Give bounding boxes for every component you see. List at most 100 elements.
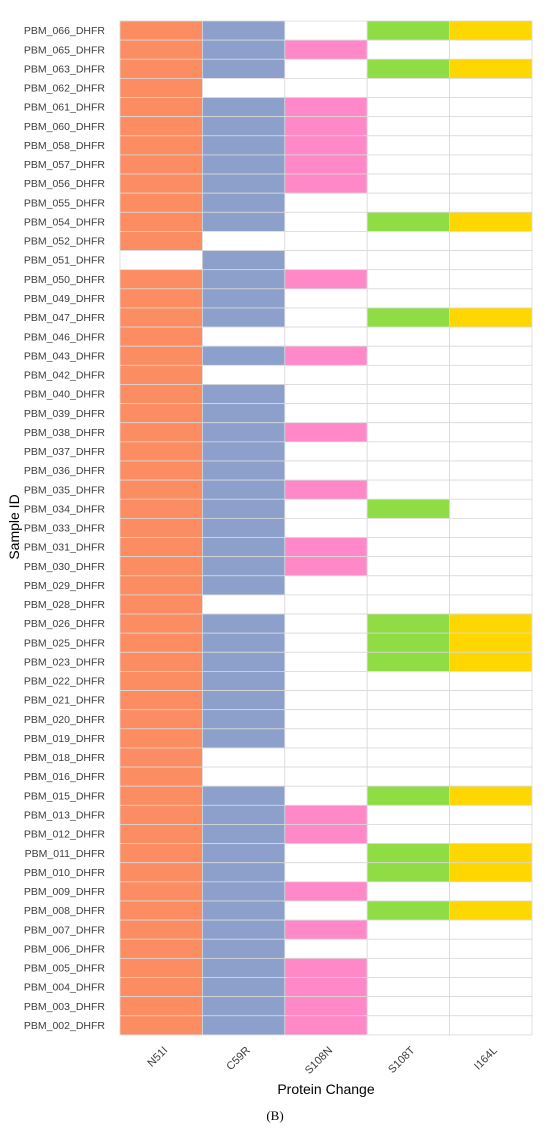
- heatmap-cell: [201, 881, 286, 902]
- heatmap-cell: [366, 460, 451, 481]
- heatmap-cell: [201, 575, 286, 596]
- heatmap-cell: [119, 269, 203, 290]
- heatmap-cell: [284, 671, 368, 691]
- heatmap-cell: [366, 575, 451, 596]
- heatmap-cell: [119, 919, 203, 940]
- heatmap-cell: [119, 613, 203, 634]
- heatmap-cell: [119, 39, 203, 60]
- heatmap-cell: [201, 307, 286, 328]
- heatmap-cell: [284, 957, 368, 978]
- heatmap-cell: [449, 804, 533, 825]
- heatmap-cell: [201, 785, 286, 806]
- y-tick-label: PBM_035_DHFR: [24, 484, 106, 496]
- heatmap-cell: [119, 116, 203, 137]
- heatmap-cell: [119, 20, 203, 41]
- heatmap-cell: [119, 403, 203, 424]
- y-tick-label: PBM_018_DHFR: [24, 752, 106, 764]
- y-tick-label: PBM_021_DHFR: [24, 695, 106, 707]
- heatmap-cell: [449, 690, 533, 711]
- heatmap-cell: [201, 996, 286, 1017]
- heatmap-cell: [449, 1015, 533, 1036]
- heatmap-cell: [201, 441, 286, 462]
- heatmap-cell: [449, 537, 533, 558]
- heatmap-cell: [284, 862, 368, 883]
- heatmap-cell: [284, 498, 368, 519]
- heatmap-cell: [284, 154, 368, 175]
- heatmap-cell: [449, 460, 533, 481]
- heatmap-cell: [201, 728, 286, 749]
- heatmap-cell: [449, 824, 533, 844]
- heatmap-cell: [201, 843, 286, 864]
- heatmap-cell: [284, 632, 368, 653]
- y-tick-label: PBM_037_DHFR: [24, 446, 106, 458]
- heatmap-cell: [284, 77, 368, 98]
- heatmap-cell: [366, 690, 451, 711]
- heatmap-cell: [366, 479, 451, 500]
- heatmap-cell: [201, 651, 286, 672]
- y-tick-label: PBM_066_DHFR: [24, 25, 106, 37]
- heatmap-cell: [366, 269, 451, 290]
- heatmap-cell: [449, 671, 533, 691]
- heatmap-cell: [449, 116, 533, 137]
- heatmap-cell: [366, 77, 451, 98]
- heatmap-cell: [119, 211, 203, 232]
- heatmap-cell: [284, 364, 368, 385]
- heatmap-cell: [119, 957, 203, 978]
- heatmap-cell: [366, 881, 451, 902]
- heatmap-cell: [366, 231, 451, 251]
- heatmap-cell: [284, 996, 368, 1017]
- heatmap-cell: [201, 919, 286, 940]
- heatmap-cell: [201, 517, 286, 538]
- heatmap-cell: [119, 307, 203, 328]
- heatmap-cell: [284, 20, 368, 41]
- heatmap-cell: [284, 173, 368, 194]
- heatmap-cell: [119, 479, 203, 500]
- y-tick-label: PBM_028_DHFR: [24, 599, 106, 611]
- heatmap-cell: [284, 116, 368, 137]
- y-axis-title: Sample ID: [6, 494, 22, 559]
- heatmap-cell: [366, 613, 451, 634]
- heatmap-cell: [366, 651, 451, 672]
- heatmap-cell: [284, 192, 368, 213]
- heatmap-cell: [119, 671, 203, 691]
- heatmap-cell: [201, 403, 286, 424]
- heatmap-cell: [366, 728, 451, 749]
- heatmap-cell: [284, 900, 368, 921]
- heatmap-cell: [284, 326, 368, 347]
- heatmap-cell: [366, 135, 451, 156]
- heatmap-cell: [201, 77, 286, 98]
- heatmap-cell: [449, 517, 533, 538]
- heatmap-cell: [201, 537, 286, 558]
- heatmap-cell: [119, 364, 203, 385]
- heatmap-cell: [449, 728, 533, 749]
- heatmap-cell: [449, 632, 533, 653]
- heatmap-cell: [119, 77, 203, 98]
- heatmap-cell: [449, 441, 533, 462]
- heatmap-cell: [366, 192, 451, 213]
- heatmap-cell: [284, 211, 368, 232]
- heatmap-cell: [366, 326, 451, 347]
- heatmap-cell: [366, 996, 451, 1017]
- heatmap-cell: [366, 39, 451, 60]
- heatmap-cell: [366, 671, 451, 691]
- heatmap-cell: [449, 613, 533, 634]
- y-tick-label: PBM_016_DHFR: [24, 771, 106, 783]
- y-tick-label: PBM_046_DHFR: [24, 331, 106, 343]
- heatmap-cell: [284, 594, 368, 615]
- heatmap-cell: [119, 384, 203, 405]
- heatmap-cell: [119, 575, 203, 596]
- heatmap-cell: [119, 804, 203, 825]
- heatmap-cell: [366, 747, 451, 768]
- x-tick-label: I164L: [472, 1045, 500, 1073]
- heatmap-cell: [366, 288, 451, 309]
- heatmap-cell: [449, 58, 533, 79]
- heatmap-cell: [449, 211, 533, 232]
- y-tick-label: PBM_022_DHFR: [24, 676, 106, 688]
- y-tick-label: PBM_062_DHFR: [24, 83, 106, 95]
- heatmap-cell: [449, 575, 533, 596]
- y-tick-label: PBM_058_DHFR: [24, 140, 106, 152]
- heatmap-cell: [366, 384, 451, 405]
- heatmap-cell: [449, 919, 533, 940]
- heatmap-cell: [366, 364, 451, 385]
